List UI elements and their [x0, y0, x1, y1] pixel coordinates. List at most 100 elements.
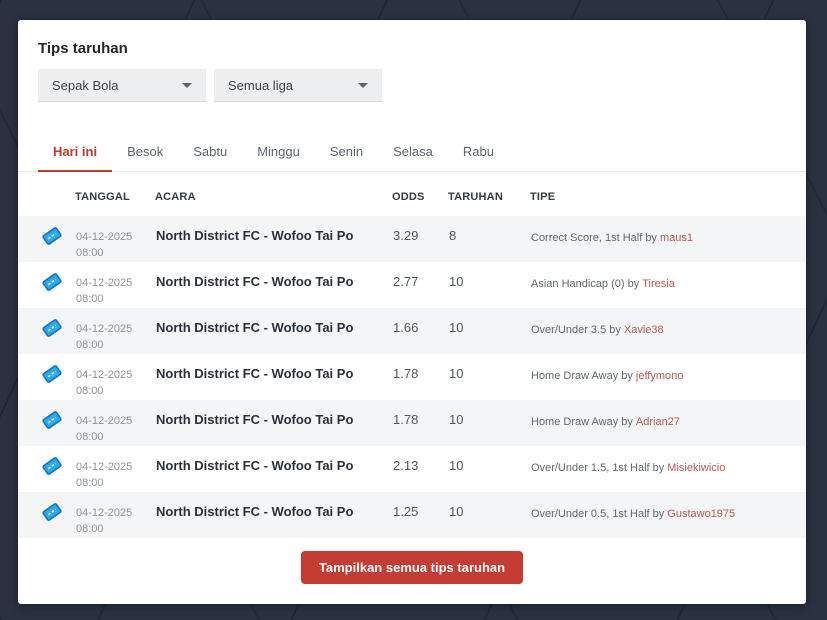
sport-select-value: Sepak Bola: [52, 77, 119, 93]
odds-value: 2.13: [393, 458, 419, 473]
table-row[interactable]: 04-12-2025 08:00 North District FC - Wof…: [18, 354, 806, 400]
tip-cell: Correct Score, 1st Half by maus1: [530, 216, 806, 262]
tip-type-text: Home Draw Away by: [531, 416, 633, 428]
tipster-link[interactable]: Xavie38: [623, 324, 664, 336]
event-datetime: 04-12-2025 08:00: [75, 492, 155, 538]
bet-column-header: TARUHAN: [448, 191, 503, 203]
day-tab[interactable]: Senin: [329, 144, 364, 159]
odds-value: 1.78: [393, 366, 419, 381]
ticket-icon: [41, 411, 63, 435]
day-tab[interactable]: Selasa: [393, 144, 433, 159]
tip-type-text: Over/Under 1.5, 1st Half by: [531, 462, 665, 474]
event-datetime: 04-12-2025 08:00: [75, 308, 155, 354]
league-select[interactable]: Semua liga: [214, 69, 382, 102]
tip-cell: Home Draw Away by jeffymono: [530, 354, 806, 400]
table-row[interactable]: 04-12-2025 08:00 North District FC - Wof…: [18, 308, 806, 354]
event-datetime: 04-12-2025 08:00: [75, 400, 155, 446]
odds-column-header: ODDS: [392, 191, 425, 203]
table-header-row: TANGGAL ACARA ODDS TARUHAN TIPE: [18, 172, 806, 216]
event-time: 08:00: [76, 477, 104, 489]
tips-table: TANGGAL ACARA ODDS TARUHAN TIPE 04-12-20…: [18, 172, 806, 538]
chevron-down-icon: [182, 82, 192, 88]
event-time: 08:00: [76, 339, 104, 351]
event-datetime: 04-12-2025 08:00: [75, 354, 155, 400]
bet-value: 10: [449, 320, 464, 335]
bet-value: 10: [449, 274, 464, 289]
odds-value: 3.29: [393, 228, 419, 243]
icon-column-header: [18, 172, 75, 216]
event-name[interactable]: North District FC - Wofoo Tai Po: [156, 228, 354, 243]
table-row[interactable]: 04-12-2025 08:00 North District FC - Wof…: [18, 446, 806, 492]
ticket-icon: [41, 503, 63, 527]
table-row[interactable]: 04-12-2025 08:00 North District FC - Wof…: [18, 262, 806, 308]
tipster-link[interactable]: Misiekiwicio: [667, 462, 726, 474]
event-column-header: ACARA: [155, 191, 196, 203]
ticket-icon-cell: [18, 262, 75, 308]
event-datetime: 04-12-2025 08:00: [75, 446, 155, 492]
tip-cell: Over/Under 3.5 by Xavie38: [530, 308, 806, 354]
event-datetime: 04-12-2025 08:00: [75, 216, 155, 262]
chevron-down-icon: [358, 82, 368, 88]
tip-column-header: TIPE: [530, 191, 556, 203]
event-name[interactable]: North District FC - Wofoo Tai Po: [156, 320, 354, 335]
ticket-icon-cell: [18, 492, 75, 538]
page-title: Tips taruhan: [38, 40, 128, 57]
ticket-icon-cell: [18, 308, 75, 354]
day-tab[interactable]: Besok: [127, 144, 164, 159]
odds-value: 1.78: [393, 412, 419, 427]
ticket-icon: [41, 365, 63, 389]
tip-type-text: Over/Under 3.5 by: [531, 324, 621, 336]
event-date: 04-12-2025: [76, 415, 133, 427]
event-date: 04-12-2025: [76, 461, 133, 473]
ticket-icon-cell: [18, 446, 75, 492]
tipster-link[interactable]: Gustawo1975: [667, 508, 736, 520]
odds-value: 2.77: [393, 274, 419, 289]
betting-tips-card: Tips taruhan Sepak Bola Semua liga Hari …: [18, 20, 806, 604]
event-name[interactable]: North District FC - Wofoo Tai Po: [156, 458, 354, 473]
tip-cell: Over/Under 0.5, 1st Half by Gustawo1975: [530, 492, 806, 538]
day-tab[interactable]: Hari ini: [38, 138, 113, 172]
tipster-link[interactable]: Tiresia: [642, 278, 675, 290]
event-datetime: 04-12-2025 08:00: [75, 262, 155, 308]
odds-value: 1.25: [393, 504, 419, 519]
filter-bar: Sepak Bola Semua liga: [38, 69, 786, 102]
event-time: 08:00: [76, 293, 104, 305]
event-date: 04-12-2025: [76, 369, 133, 381]
event-name[interactable]: North District FC - Wofoo Tai Po: [156, 274, 354, 289]
day-tab[interactable]: Minggu: [257, 144, 300, 159]
tipster-link[interactable]: Adrian27: [635, 416, 680, 428]
event-time: 08:00: [76, 385, 104, 397]
event-date: 04-12-2025: [76, 507, 133, 519]
tip-type-text: Over/Under 0.5, 1st Half by: [531, 508, 665, 520]
tip-cell: Over/Under 1.5, 1st Half by Misiekiwicio: [530, 446, 806, 492]
day-tab[interactable]: Rabu: [462, 144, 494, 159]
bet-value: 10: [449, 366, 464, 381]
sport-select[interactable]: Sepak Bola: [38, 69, 206, 102]
event-name[interactable]: North District FC - Wofoo Tai Po: [156, 366, 354, 381]
date-column-header: TANGGAL: [75, 191, 130, 203]
event-time: 08:00: [76, 523, 104, 535]
bet-value: 10: [449, 504, 464, 519]
tip-type-text: Home Draw Away by: [531, 370, 633, 382]
tip-type-text: Asian Handicap (0) by: [531, 278, 640, 290]
show-all-tips-button[interactable]: Tampilkan semua tips taruhan: [300, 551, 524, 584]
bet-value: 10: [449, 458, 464, 473]
event-name[interactable]: North District FC - Wofoo Tai Po: [156, 504, 354, 519]
tipster-link[interactable]: jeffymono: [635, 370, 684, 382]
ticket-icon: [41, 273, 63, 297]
event-date: 04-12-2025: [76, 231, 133, 243]
bet-value: 10: [449, 412, 464, 427]
tipster-link[interactable]: maus1: [659, 232, 693, 244]
table-row[interactable]: 04-12-2025 08:00 North District FC - Wof…: [18, 492, 806, 538]
event-time: 08:00: [76, 247, 104, 259]
ticket-icon: [41, 227, 63, 251]
tip-cell: Home Draw Away by Adrian27: [530, 400, 806, 446]
event-time: 08:00: [76, 431, 104, 443]
table-row[interactable]: 04-12-2025 08:00 North District FC - Wof…: [18, 400, 806, 446]
table-row[interactable]: 04-12-2025 08:00 North District FC - Wof…: [18, 216, 806, 262]
event-date: 04-12-2025: [76, 323, 133, 335]
league-select-value: Semua liga: [228, 77, 294, 93]
event-name[interactable]: North District FC - Wofoo Tai Po: [156, 412, 354, 427]
ticket-icon-cell: [18, 400, 75, 446]
day-tab[interactable]: Sabtu: [193, 144, 228, 159]
